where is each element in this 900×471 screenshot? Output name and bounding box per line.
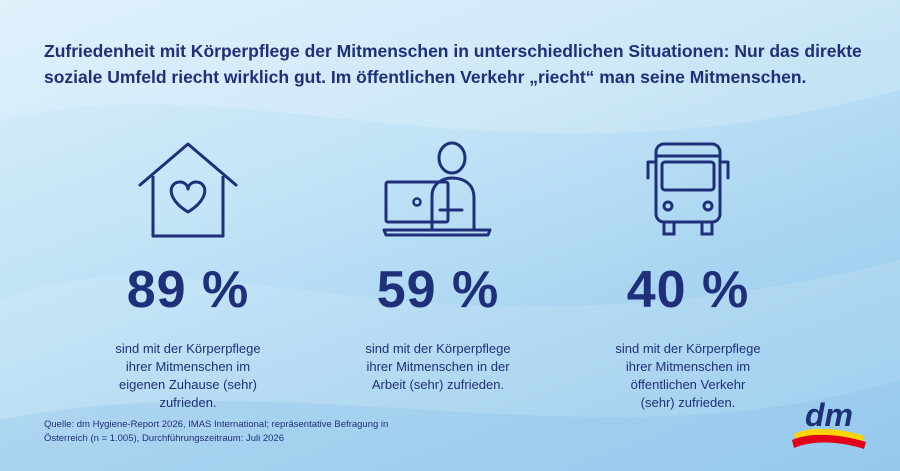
stat-description: sind mit der Körperpflege ihrer Mitmensc… bbox=[615, 341, 761, 410]
stat-value: 59 % bbox=[376, 261, 500, 319]
stat-value: 89 % bbox=[126, 261, 250, 319]
stat-description: sind mit der Körperpflege ihrer Mitmensc… bbox=[115, 341, 261, 410]
stat-home: 89 % sind mit der Körperpflege ihrer Mit… bbox=[73, 140, 303, 412]
dm-logo: dm bbox=[792, 397, 866, 449]
house-heart-icon bbox=[138, 142, 238, 238]
stat-work: 59 % sind mit der Körperpflege ihrer Mit… bbox=[323, 140, 553, 394]
stat-description: sind mit der Körperpflege ihrer Mitmensc… bbox=[365, 341, 511, 392]
logo-text: dm bbox=[805, 397, 853, 433]
headline: Zufriedenheit mit Körperpflege der Mitme… bbox=[44, 41, 862, 87]
stat-public-transport: 40 % sind mit der Körperpflege ihrer Mit… bbox=[573, 140, 803, 412]
source-note: Quelle: dm Hygiene-Report 2026, IMAS Int… bbox=[44, 419, 389, 444]
bus-icon bbox=[646, 142, 730, 236]
person-laptop-icon bbox=[382, 141, 492, 237]
stat-value: 40 % bbox=[626, 261, 750, 319]
